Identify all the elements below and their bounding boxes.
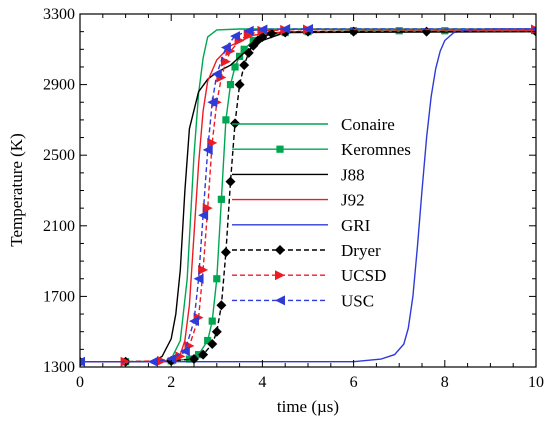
data-point-usc bbox=[531, 26, 536, 32]
x-tick-label: 0 bbox=[76, 374, 84, 391]
data-point-usc bbox=[303, 24, 313, 35]
x-tick-label: 4 bbox=[258, 374, 266, 391]
x-tick-label: 6 bbox=[350, 374, 358, 391]
data-point-usc bbox=[243, 25, 254, 36]
data-point-dryer bbox=[243, 47, 254, 58]
legend-marker-ucsd bbox=[275, 270, 285, 281]
data-point-ucsd bbox=[220, 56, 231, 67]
legend-label-gri: GRI bbox=[341, 216, 371, 235]
data-point-dryer bbox=[220, 247, 231, 258]
data-point-keromnes bbox=[204, 336, 212, 345]
y-axis-title: Temperature (K) bbox=[7, 133, 26, 247]
data-point-usc bbox=[211, 69, 222, 80]
data-point-dryer bbox=[280, 27, 291, 38]
legend-label-conaire: Conaire bbox=[341, 115, 395, 134]
legend-label-dryer: Dryer bbox=[341, 241, 381, 260]
x-tick-label: 10 bbox=[528, 374, 544, 391]
data-point-ucsd bbox=[120, 356, 131, 367]
y-tick-label: 2900 bbox=[43, 77, 75, 94]
data-point-usc bbox=[280, 24, 291, 35]
data-point-dryer bbox=[207, 339, 218, 350]
y-tick-label: 2100 bbox=[43, 218, 75, 235]
data-point-dryer bbox=[189, 354, 199, 365]
data-point-dryer bbox=[216, 300, 227, 311]
legend-item-j88: J88 bbox=[232, 165, 365, 184]
data-point-keromnes bbox=[231, 63, 239, 71]
data-point-usc bbox=[179, 346, 190, 357]
legend-item-dryer: Dryer bbox=[232, 241, 381, 260]
data-point-ucsd bbox=[198, 264, 209, 275]
data-point-dryer bbox=[211, 326, 222, 337]
x-tick-label: 8 bbox=[441, 374, 449, 391]
legend-item-gri: GRI bbox=[232, 216, 371, 235]
legend-label-usc: USC bbox=[341, 291, 374, 310]
data-point-dryer bbox=[198, 349, 209, 360]
y-tick-label: 3300 bbox=[43, 6, 75, 23]
y-tick-label: 2500 bbox=[43, 147, 75, 164]
data-point-dryer bbox=[239, 60, 250, 71]
legend: Conaire Keromnes J88 J92 GRI Dryer UCSD USC bbox=[232, 115, 411, 310]
data-point-keromnes bbox=[222, 116, 230, 124]
data-point-keromnes bbox=[213, 275, 221, 283]
legend-label-j92: J92 bbox=[341, 191, 365, 210]
series-usc bbox=[80, 24, 536, 367]
legend-item-keromnes: Keromnes bbox=[232, 140, 411, 159]
legend-item-ucsd: UCSD bbox=[232, 266, 386, 285]
legend-label-ucsd: UCSD bbox=[341, 266, 386, 285]
data-point-usc bbox=[257, 24, 268, 35]
data-point-usc bbox=[230, 31, 241, 42]
legend-marker-usc bbox=[275, 295, 285, 306]
legend-item-conaire: Conaire bbox=[232, 115, 395, 134]
data-point-usc bbox=[147, 356, 158, 367]
data-point-usc bbox=[80, 356, 85, 367]
x-axis-title: time (µs) bbox=[277, 397, 339, 416]
data-point-dryer bbox=[234, 79, 245, 90]
data-point-ucsd bbox=[175, 351, 186, 362]
legend-label-j88: J88 bbox=[341, 165, 365, 184]
y-tick-label: 1300 bbox=[43, 359, 75, 376]
legend-label-keromnes: Keromnes bbox=[341, 140, 411, 159]
data-point-usc bbox=[193, 273, 204, 284]
legend-item-usc: USC bbox=[232, 291, 374, 310]
data-point-usc bbox=[220, 42, 231, 53]
legend-item-j92: J92 bbox=[232, 191, 365, 210]
data-point-usc bbox=[189, 316, 199, 327]
data-point-usc bbox=[207, 97, 218, 108]
y-tick-label: 1700 bbox=[43, 288, 75, 305]
x-tick-label: 2 bbox=[167, 374, 175, 391]
data-point-dryer bbox=[225, 176, 236, 187]
legend-marker-dryer bbox=[275, 245, 285, 255]
data-point-keromnes bbox=[208, 317, 216, 325]
data-point-ucsd bbox=[202, 203, 213, 214]
data-point-usc bbox=[198, 210, 209, 221]
data-point-keromnes bbox=[240, 45, 248, 53]
data-point-usc bbox=[166, 354, 177, 365]
data-point-ucsd bbox=[207, 137, 218, 148]
data-point-usc bbox=[202, 144, 213, 155]
series-line-usc bbox=[80, 28, 536, 363]
data-point-keromnes bbox=[217, 195, 225, 203]
series-j92 bbox=[80, 30, 536, 363]
data-point-keromnes bbox=[226, 81, 235, 89]
legend-marker-keromnes bbox=[276, 145, 284, 153]
series-line-j92 bbox=[80, 30, 536, 363]
